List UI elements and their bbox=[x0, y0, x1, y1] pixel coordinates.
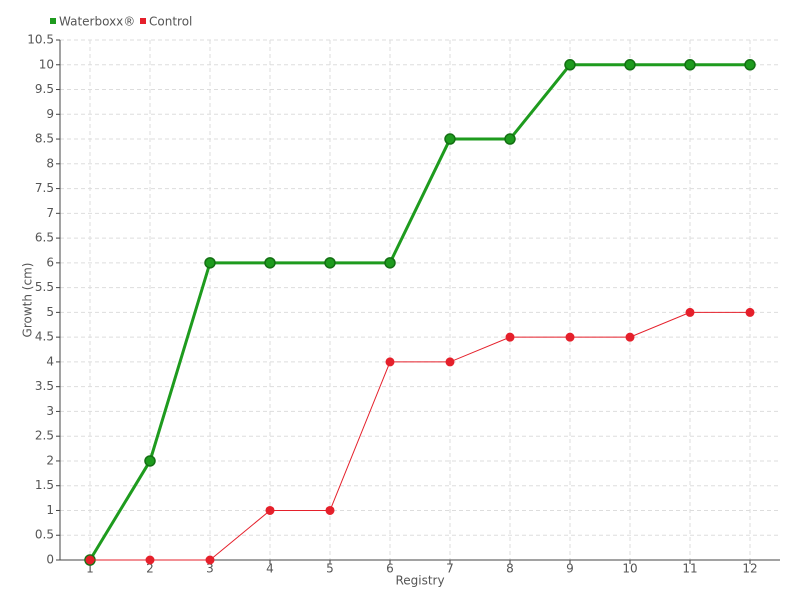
data-point bbox=[144, 455, 156, 467]
x-tick-label: 1 bbox=[86, 562, 94, 576]
x-tick-label: 7 bbox=[446, 562, 454, 576]
data-point bbox=[145, 555, 155, 565]
x-tick-label: 8 bbox=[506, 562, 514, 576]
y-tick-label: 4.5 bbox=[35, 330, 54, 344]
x-tick-label: 3 bbox=[206, 562, 214, 576]
x-axis-label: Registry bbox=[395, 574, 444, 588]
y-tick-label: 1 bbox=[46, 503, 54, 517]
y-tick-label: 5 bbox=[46, 305, 54, 319]
x-tick-label: 4 bbox=[266, 562, 274, 576]
data-point bbox=[204, 257, 216, 269]
data-point bbox=[264, 257, 276, 269]
y-tick-label: 6.5 bbox=[35, 231, 54, 245]
legend-swatch bbox=[140, 18, 146, 24]
y-tick-label: 9.5 bbox=[35, 82, 54, 96]
y-tick-label: 8.5 bbox=[35, 132, 54, 146]
data-point bbox=[685, 307, 695, 317]
x-tick-label: 11 bbox=[682, 562, 697, 576]
x-tick-label: 12 bbox=[742, 562, 757, 576]
x-tick-label: 10 bbox=[622, 562, 637, 576]
y-tick-label: 9 bbox=[46, 107, 54, 121]
y-tick-label: 2.5 bbox=[35, 429, 54, 443]
data-point bbox=[324, 257, 336, 269]
data-point bbox=[385, 357, 395, 367]
y-axis-label: Growth (cm) bbox=[21, 263, 35, 338]
data-point bbox=[624, 59, 636, 71]
y-tick-label: 0 bbox=[46, 553, 54, 567]
y-tick-label: 10 bbox=[39, 57, 54, 71]
y-tick-label: 7.5 bbox=[35, 181, 54, 195]
data-point bbox=[384, 257, 396, 269]
data-point bbox=[505, 332, 515, 342]
legend-label: Waterboxx® bbox=[59, 15, 135, 29]
y-tick-label: 5.5 bbox=[35, 280, 54, 294]
y-tick-label: 7 bbox=[46, 206, 54, 220]
y-tick-label: 10.5 bbox=[27, 33, 54, 47]
series-line bbox=[90, 311, 750, 561]
y-tick-label: 4 bbox=[46, 354, 54, 368]
x-tick-label: 9 bbox=[566, 562, 574, 576]
y-tick-label: 6 bbox=[46, 255, 54, 269]
x-tick-label: 2 bbox=[146, 562, 154, 576]
data-point bbox=[744, 59, 756, 71]
data-point bbox=[565, 332, 575, 342]
data-point bbox=[564, 59, 576, 71]
x-tick-label: 5 bbox=[326, 562, 334, 576]
data-point bbox=[625, 332, 635, 342]
data-point bbox=[444, 133, 456, 145]
data-point bbox=[205, 555, 215, 565]
data-point bbox=[684, 59, 696, 71]
y-tick-label: 8 bbox=[46, 156, 54, 170]
y-tick-label: 3 bbox=[46, 404, 54, 418]
series-line bbox=[88, 63, 750, 561]
y-tick-label: 3.5 bbox=[35, 379, 54, 393]
data-point bbox=[445, 357, 455, 367]
y-tick-label: 1.5 bbox=[35, 478, 54, 492]
data-point bbox=[85, 555, 95, 565]
x-tick-label: 6 bbox=[386, 562, 394, 576]
legend-label: Control bbox=[149, 15, 192, 29]
y-tick-label: 0.5 bbox=[35, 528, 54, 542]
y-tick-label: 2 bbox=[46, 453, 54, 467]
data-point bbox=[745, 307, 755, 317]
data-point bbox=[325, 505, 335, 515]
data-point bbox=[504, 133, 516, 145]
data-point bbox=[265, 505, 275, 515]
legend-swatch bbox=[50, 18, 56, 24]
